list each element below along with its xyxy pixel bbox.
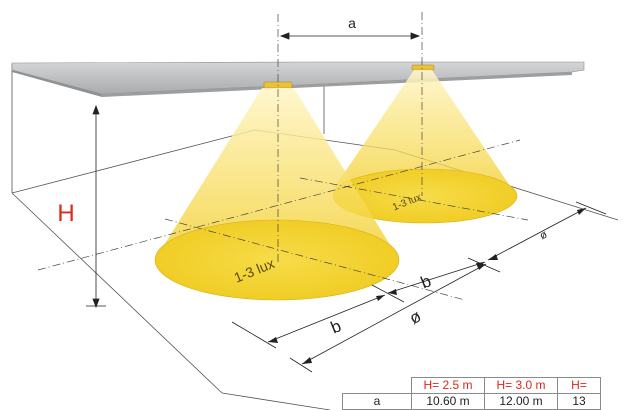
table-header-h30: H= 3.0 m bbox=[484, 377, 558, 394]
diameter-label: ø bbox=[406, 306, 424, 328]
luminaire-right bbox=[411, 64, 435, 71]
table-cell: 10.60 m bbox=[411, 393, 485, 410]
luminaire-axes bbox=[37, 12, 529, 301]
dimension-ticks bbox=[268, 208, 586, 364]
far-diameter-label: ø bbox=[538, 228, 550, 242]
light-cone-right bbox=[332, 70, 518, 224]
radius-label-left: b bbox=[328, 316, 344, 337]
spacing-label: a bbox=[348, 15, 356, 31]
spacing-table: H= 2.5 m H= 3.0 m H= a 10.60 m 12.00 m 1… bbox=[342, 377, 601, 410]
table-header-h-next: H= bbox=[557, 377, 601, 394]
ceiling-slab bbox=[11, 61, 585, 97]
radius-label-right: b bbox=[418, 271, 434, 292]
table-row: a 10.60 m 12.00 m 13 bbox=[342, 393, 601, 410]
table-corner bbox=[342, 377, 412, 394]
light-cone-left bbox=[154, 88, 400, 301]
table-cell: 12.00 m bbox=[484, 393, 558, 410]
table-cell: 13 bbox=[557, 393, 601, 410]
spacing-dimension bbox=[279, 32, 421, 40]
floor-dimensions bbox=[231, 201, 607, 373]
height-label: H bbox=[57, 200, 74, 227]
light-pool-left bbox=[154, 219, 400, 301]
table-header-h25: H= 2.5 m bbox=[411, 377, 485, 394]
height-dimension bbox=[86, 104, 106, 309]
table-row-label: a bbox=[342, 393, 412, 410]
table-header-row: H= 2.5 m H= 3.0 m H= bbox=[342, 377, 601, 394]
